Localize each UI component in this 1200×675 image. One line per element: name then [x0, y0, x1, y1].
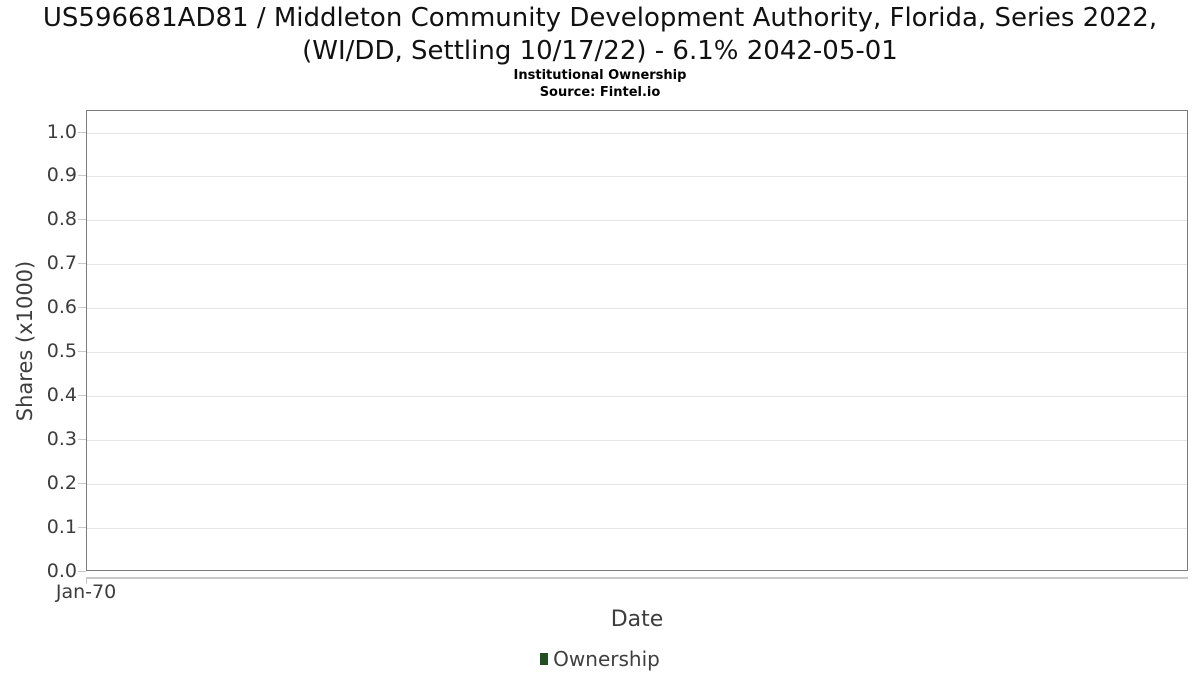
y-tick-mark — [78, 263, 86, 265]
y-tick-label: 0.7 — [46, 252, 77, 275]
x-tick-mark — [86, 577, 87, 584]
y-gridline — [87, 528, 1187, 530]
x-tick-label: Jan-70 — [55, 581, 117, 603]
y-tick-label: 0.3 — [46, 428, 77, 451]
x-axis-title: Date — [610, 607, 664, 632]
y-gridline — [87, 352, 1187, 354]
y-tick-mark — [78, 527, 86, 529]
legend-label: Ownership — [553, 647, 660, 671]
y-tick-label: 0.0 — [46, 560, 77, 582]
legend-item-ownership[interactable]: Ownership — [540, 647, 660, 671]
y-tick-label: 1.0 — [46, 120, 77, 143]
legend: Ownership — [0, 647, 1200, 671]
chart-subtitle: Institutional Ownership — [513, 68, 687, 83]
y-tick-label: 0.5 — [46, 340, 77, 363]
y-tick-marks — [78, 110, 86, 575]
y-gridline — [87, 132, 1187, 134]
y-tick-label: 0.4 — [46, 384, 77, 407]
y-tick-mark — [78, 395, 86, 397]
y-tick-mark — [78, 219, 86, 221]
y-gridline — [87, 484, 1187, 486]
y-tick-label: 0.1 — [46, 516, 77, 539]
y-tick-mark — [78, 439, 86, 441]
y-tick-mark — [78, 483, 86, 485]
y-tick-label: 0.2 — [46, 472, 77, 495]
x-axis-line — [86, 577, 1188, 579]
plot-area — [86, 110, 1188, 571]
y-gridline — [87, 220, 1187, 222]
y-axis-labels: 1.0 0.9 0.8 0.7 0.6 0.5 0.4 0.3 0.2 0.1 0.0 — [0, 110, 77, 583]
y-tick-mark — [78, 175, 86, 177]
y-axis-title: Shares (x1000) — [13, 260, 37, 422]
y-tick-label: 0.9 — [46, 164, 77, 187]
chart-title: US596681AD81 / Middleton Community Devel… — [42, 3, 1158, 66]
y-gridline — [87, 264, 1187, 266]
y-tick-mark — [78, 571, 86, 572]
y-gridline — [87, 396, 1187, 398]
y-gridline — [87, 176, 1187, 178]
y-tick-mark — [78, 131, 86, 133]
legend-swatch-icon — [540, 653, 549, 665]
chart-source-credit: Source: Fintel.io — [539, 85, 661, 100]
y-tick-mark — [78, 307, 86, 309]
y-tick-label: 0.6 — [46, 296, 77, 319]
y-gridline — [87, 440, 1187, 442]
y-tick-mark — [78, 351, 86, 353]
y-gridline — [87, 308, 1187, 310]
y-tick-label: 0.8 — [46, 208, 77, 231]
